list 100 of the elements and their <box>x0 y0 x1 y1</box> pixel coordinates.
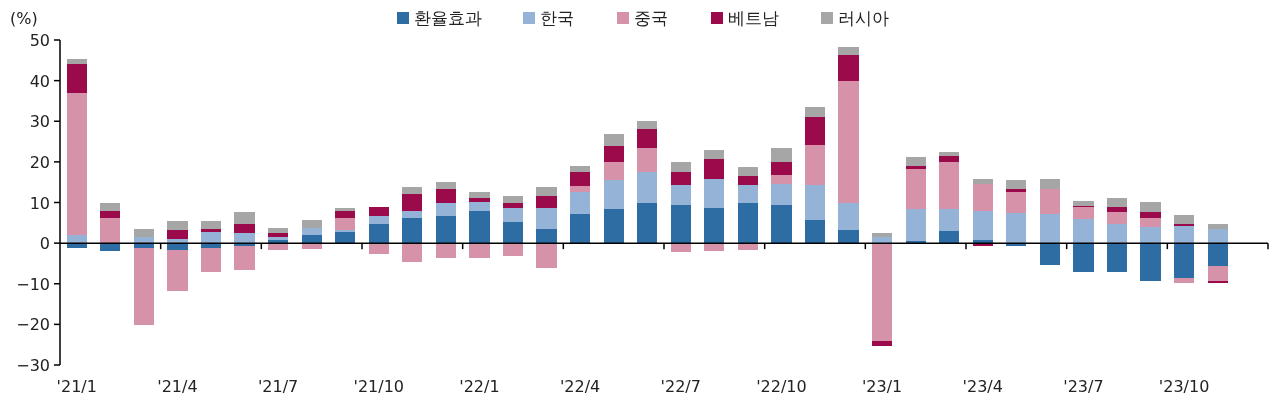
bar <box>1106 243 1128 273</box>
bar <box>1106 198 1128 207</box>
bar <box>66 59 87 64</box>
bar <box>133 229 154 237</box>
bar <box>670 162 691 172</box>
bar <box>704 149 725 160</box>
bar <box>1174 278 1195 283</box>
bar <box>1106 206 1128 213</box>
bar <box>100 243 121 251</box>
bar <box>637 129 658 149</box>
bar <box>905 209 926 241</box>
y-tick-label: −30 <box>16 356 50 375</box>
x-tick-label: '23/4 <box>962 377 1003 396</box>
bar <box>536 186 557 196</box>
bar <box>771 174 792 185</box>
bar <box>603 208 624 244</box>
bar <box>435 243 456 258</box>
bar <box>1207 229 1228 244</box>
bar <box>737 243 758 250</box>
bar <box>905 165 926 170</box>
bar <box>402 243 423 263</box>
bar <box>335 211 356 218</box>
legend-label: 베트남 <box>728 8 779 28</box>
bar <box>1140 218 1161 228</box>
bar <box>570 192 591 214</box>
bar <box>469 197 490 202</box>
bar <box>872 341 893 346</box>
bar <box>939 162 960 209</box>
bar <box>167 249 188 292</box>
bar <box>905 169 926 209</box>
bar <box>939 208 960 232</box>
bar <box>905 157 926 166</box>
bar <box>167 243 188 250</box>
bar <box>1039 189 1060 215</box>
bar <box>502 208 524 223</box>
bar <box>1140 201 1161 212</box>
bar <box>570 165 591 172</box>
x-tick-label: '22/1 <box>459 377 500 396</box>
bar <box>804 144 826 186</box>
bar <box>1174 243 1195 279</box>
bar <box>804 116 826 145</box>
y-tick-label: 50 <box>29 31 50 50</box>
bar <box>402 218 423 244</box>
bar <box>335 217 356 230</box>
y-tick-label: −20 <box>16 315 50 335</box>
bar <box>301 220 322 228</box>
bar <box>1207 224 1228 230</box>
bar <box>268 232 289 237</box>
bar <box>670 171 691 186</box>
bar <box>603 134 624 147</box>
bar <box>704 159 725 179</box>
bar <box>368 206 389 217</box>
y-tick-label: 10 <box>29 193 50 213</box>
x-tick-label: '21/1 <box>56 377 97 396</box>
bar <box>737 175 758 185</box>
bar <box>100 202 121 212</box>
bar <box>603 162 624 181</box>
bar <box>771 184 792 206</box>
bar <box>637 172 658 204</box>
bar <box>1039 179 1060 190</box>
bar <box>234 212 255 224</box>
bar <box>872 243 893 342</box>
y-tick-label: 0 <box>39 234 50 254</box>
bar <box>704 243 725 251</box>
bar <box>1140 211 1161 219</box>
bar <box>637 148 658 173</box>
bar <box>637 120 658 130</box>
bar <box>536 243 557 269</box>
legend-label: 중국 <box>634 8 668 28</box>
bar <box>368 224 389 244</box>
bar <box>502 222 524 244</box>
bar <box>368 216 389 225</box>
bar <box>234 233 255 244</box>
bar <box>1039 243 1060 266</box>
bar <box>1006 188 1027 192</box>
bar <box>1006 191 1027 214</box>
bar <box>469 243 490 259</box>
bar <box>200 232 222 244</box>
bar <box>637 203 658 244</box>
bar <box>167 221 188 230</box>
bar <box>838 46 859 56</box>
x-tick-label: '23/10 <box>1158 377 1210 396</box>
bar <box>972 178 993 184</box>
bar <box>1073 243 1094 272</box>
bar <box>469 192 490 198</box>
y-axis-title: (%) <box>10 9 38 28</box>
x-tick-label: '22/4 <box>559 377 601 396</box>
bar <box>234 223 255 234</box>
bar <box>100 218 121 244</box>
x-tick-label: '22/7 <box>660 377 701 396</box>
bar <box>804 107 826 117</box>
bar <box>1106 212 1128 225</box>
bar <box>167 229 188 239</box>
bar <box>603 146 624 163</box>
bar <box>402 186 423 194</box>
bar <box>335 229 356 232</box>
x-tick-label: '22/10 <box>756 377 807 396</box>
y-tick-label: 30 <box>29 112 50 132</box>
bar <box>1039 214 1060 244</box>
bar <box>200 228 222 233</box>
